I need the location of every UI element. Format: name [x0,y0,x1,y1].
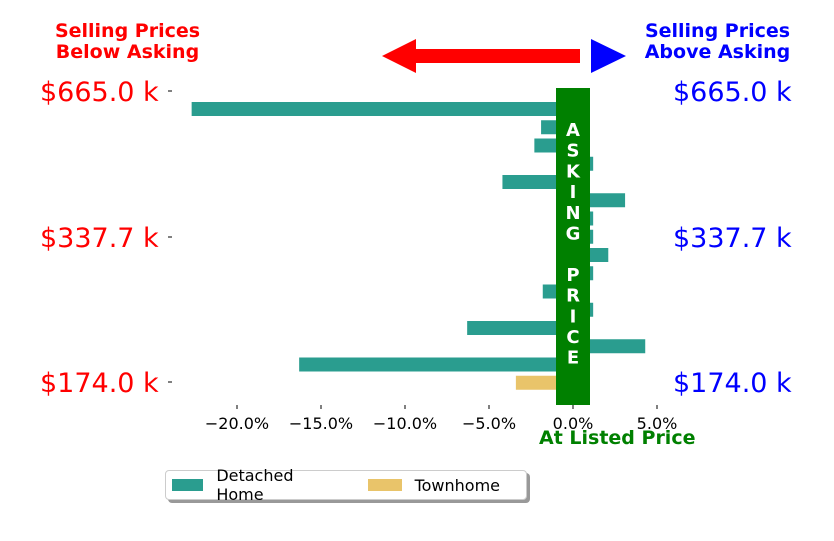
x-axis: −20.0% −15.0% −10.0% −5.0% 0.0% 5.0% [205,405,677,433]
asking-price-letter: I [570,182,577,203]
asking-price-letter: S [567,141,580,162]
x-tick-label: 5.0% [637,414,678,433]
below-asking-header-line1: Selling Prices [54,20,201,42]
legend-label-detached: Detached Home [216,466,294,504]
asking-price-letter: R [566,286,580,307]
x-tick-label: −10.0% [373,414,437,433]
legend-label-townhome: Townhome [414,475,500,495]
asking-price-letter: G [566,224,581,245]
detached-bar [191,102,573,116]
above-asking-header: Selling Prices Above Asking [630,21,805,63]
price-label-right-bottom: $174.0 k [673,368,792,399]
asking-price-letter: A [566,120,580,141]
direction-arrows [382,39,626,73]
legend-swatch-townhome [367,479,402,491]
left-arrow-icon [382,39,580,73]
x-tick-label: 0.0% [553,414,594,433]
price-label-left-bottom: $174.0 k [40,368,159,399]
x-axis-caption: At Listed Price [539,427,696,449]
asking-price-letter: P [566,265,579,286]
above-asking-header-line1: Selling Prices [644,20,791,42]
price-label-right-mid: $337.7 k [673,223,792,254]
legend-item-townhome: Townhome [367,475,500,495]
asking-price-bar [556,88,590,405]
right-arrow-icon [591,39,626,73]
detached-bar [502,175,573,189]
asking-price-letter: N [565,203,580,224]
y-ticks [168,90,172,383]
detached-bar [467,321,573,335]
asking-price-letter: C [566,327,579,348]
below-asking-header: Selling Prices Below Asking [40,21,215,63]
legend-swatch-detached [172,479,204,491]
asking-price-letter: E [567,348,579,369]
below-asking-header-line2: Below Asking [55,41,200,63]
legend: Detached Home Townhome [165,466,527,504]
asking-price-letter: I [570,306,577,327]
x-tick-label: −5.0% [462,414,516,433]
detached-bar [299,357,573,372]
price-label-left-mid: $337.7 k [40,223,159,254]
price-label-right-top: $665.0 k [673,77,792,108]
asking-price-letter: K [566,161,581,182]
x-tick-label: −20.0% [205,414,269,433]
detached-bar [573,339,646,354]
x-tick-label: −15.0% [289,414,353,433]
price-label-left-top: $665.0 k [40,77,159,108]
legend-item-detached: Detached Home [172,466,336,504]
above-asking-header-line2: Above Asking [644,41,791,63]
